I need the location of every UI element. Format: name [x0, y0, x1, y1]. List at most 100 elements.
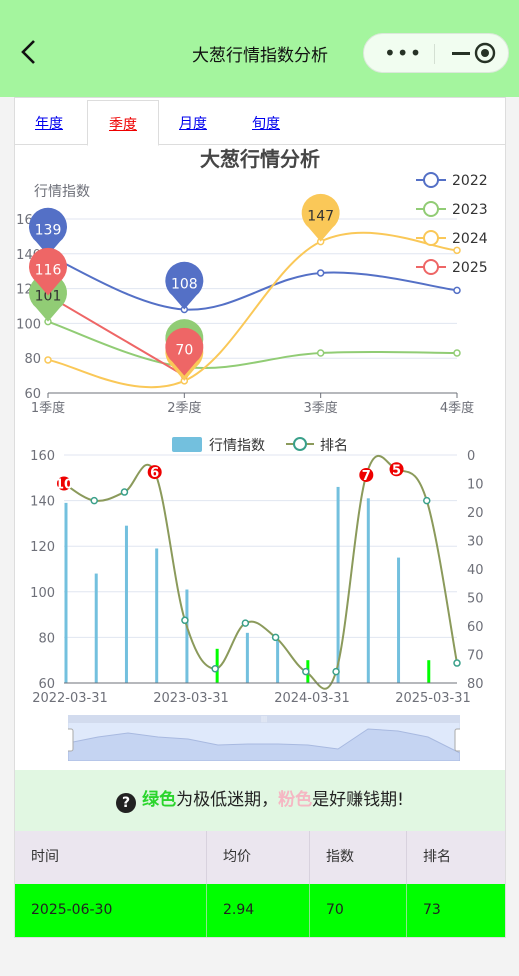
data-point [316, 349, 325, 357]
close-target-icon[interactable] [474, 42, 496, 64]
y-right-tick-label: 30 [467, 535, 484, 550]
tab-ten-day[interactable]: 旬度 [252, 116, 280, 132]
x-tick-label: 2024-03-31 [274, 691, 350, 706]
series-line-2024 [47, 231, 458, 389]
index-rank-combo-chart: 行情指数 排名 10 6 7 5 60 80 100 120 140 160 0 10 20 30 40 50… [30, 437, 484, 706]
y-right-tick-label: 60 [467, 620, 484, 635]
rank-point [120, 488, 129, 496]
pin-marker: 101 [29, 273, 67, 322]
legend-symbol [423, 201, 439, 217]
data-point [453, 246, 461, 255]
rank-badge-label: 7 [362, 469, 371, 484]
help-icon[interactable]: ? [116, 793, 137, 813]
rank-point [90, 496, 98, 505]
rank-badge-label: 6 [150, 466, 159, 481]
pin-shape [29, 207, 67, 256]
slider-right-handle[interactable] [454, 728, 460, 752]
x-tick-label: 2023-03-31 [153, 691, 229, 706]
more-icon[interactable]: ••• [384, 41, 423, 65]
legend-symbol [423, 259, 439, 275]
pin-shape [165, 327, 204, 376]
index-bar [397, 557, 401, 683]
legend-symbol [423, 230, 439, 246]
pin-shape [29, 273, 67, 322]
minimize-icon[interactable] [452, 52, 470, 55]
tab-quarter[interactable]: 季度 [87, 100, 159, 146]
notice-end: 是好赚钱期! [312, 790, 404, 810]
pin-shape [301, 193, 340, 242]
data-point [453, 349, 461, 357]
notice-middle: 为极低迷期， [176, 790, 279, 810]
y-left-tick-label: 160 [30, 449, 55, 464]
page-title: 大葱行情指数分析 [192, 46, 328, 66]
pin-marker: 147 [301, 193, 340, 242]
table-header: 时间 均价 指数 排名 [15, 831, 505, 884]
header-index: 指数 [310, 831, 407, 884]
rank-point [332, 667, 340, 676]
slider-left-handle[interactable] [68, 728, 74, 752]
index-bar [336, 486, 340, 683]
rank-badge: 7 [359, 467, 374, 484]
x-tick-label: 2季度 [167, 400, 201, 416]
green-label: 绿色 [142, 790, 177, 810]
legend-symbol [423, 172, 439, 188]
pin-shape [29, 247, 67, 296]
back-icon[interactable] [18, 38, 44, 68]
pin-marker: 108 [165, 261, 204, 310]
legend-line-symbol [293, 437, 307, 451]
header-price: 均价 [207, 831, 310, 884]
data-point [453, 286, 461, 295]
index-bar [124, 525, 128, 683]
rank-point [302, 667, 310, 676]
y-left-tick-label: 120 [30, 540, 55, 555]
legend-item-2025[interactable]: 2025 [452, 260, 488, 276]
rank-point [211, 665, 219, 673]
capsule-divider [434, 44, 435, 64]
rank-badge-label: 10 [55, 478, 73, 493]
y-right-tick-label: 20 [467, 506, 484, 521]
index-bar [366, 498, 370, 683]
y-right-tick-label: 70 [467, 649, 484, 664]
header-rank: 排名 [423, 849, 451, 865]
tab-year[interactable]: 年度 [35, 116, 63, 132]
y-right-tick-label: 0 [467, 449, 475, 464]
series-line-2022 [47, 254, 458, 311]
legend-item-2023[interactable]: 2023 [452, 202, 488, 218]
index-bar [155, 548, 159, 683]
index-bar [245, 632, 249, 683]
y-tick-label: 60 [24, 387, 41, 402]
chart-title: 大葱行情分析 [200, 147, 320, 171]
rank-badge-dot [57, 476, 71, 491]
data-zoom-slider[interactable]: ||| [68, 715, 460, 761]
cell-index: 70 [310, 884, 407, 937]
pin-marker: 116 [29, 247, 67, 296]
pin-marker: 70 [165, 327, 204, 376]
series-line-2023 [47, 320, 458, 370]
tab-month[interactable]: 月度 [179, 116, 207, 132]
y-right-tick-label: 40 [467, 563, 484, 578]
x-tick-label: 2022-03-31 [32, 691, 108, 706]
table-row[interactable]: 2025-06-30 2.94 70 73 [15, 884, 505, 937]
nav-bar: 大葱行情指数分析 ••• [0, 0, 519, 97]
pin-label: 101 [35, 289, 62, 305]
pin-label: 70 [175, 343, 193, 359]
legend-item-2022[interactable]: 2022 [452, 173, 488, 189]
y-left-tick-label: 80 [38, 631, 55, 646]
x-tick-label: 3季度 [304, 400, 338, 416]
y-left-tick-label: 60 [38, 677, 55, 692]
y-right-tick-label: 80 [467, 677, 484, 692]
content-card: 年度 季度 月度 旬度 大葱行情分析 行情指数 60 80 100 120 140 160… [14, 97, 506, 938]
y-left-tick-label: 100 [30, 586, 55, 601]
header-time: 时间 [15, 831, 207, 884]
index-bar [64, 502, 68, 683]
rank-badge-dot [389, 462, 404, 477]
y-tick-label: 100 [16, 317, 41, 332]
pin-label: 108 [171, 276, 198, 292]
rank-point [271, 633, 280, 642]
rank-badge: 10 [55, 476, 73, 493]
legend-item-2024[interactable]: 2024 [452, 231, 488, 247]
index-bar [94, 573, 98, 683]
legend-item-index[interactable]: 行情指数 [209, 438, 265, 454]
series-line-2025 [47, 294, 185, 377]
legend-item-rank[interactable]: 排名 [320, 438, 348, 454]
